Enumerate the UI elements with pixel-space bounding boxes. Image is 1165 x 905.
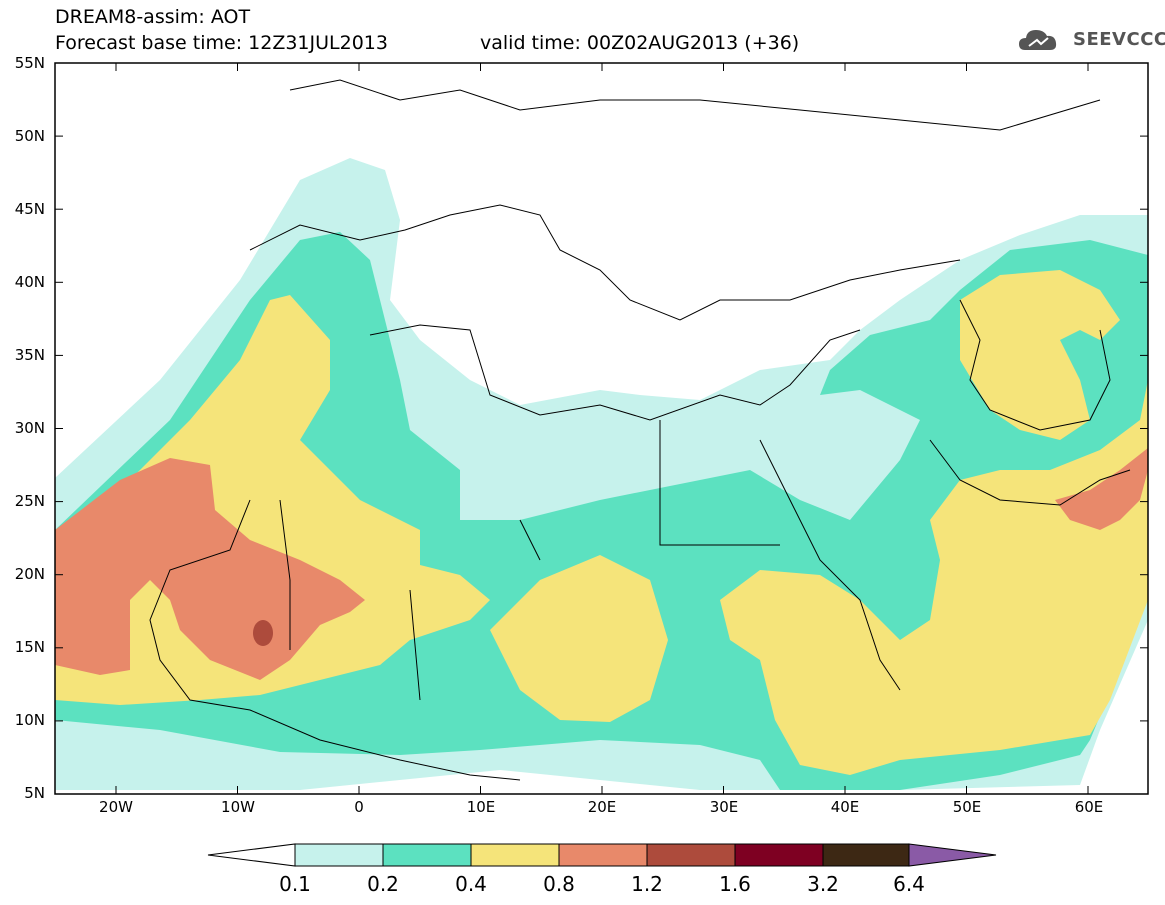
colorbar-swatch-3 (558, 843, 648, 867)
lon-label-10e: 10E (466, 798, 496, 816)
lat-label-30n: 30N (14, 419, 45, 437)
lon-label-40e: 40E (830, 798, 860, 816)
colorbar-label-0-2: 0.2 (367, 872, 399, 896)
colorbar (207, 843, 997, 867)
colorbar-label-6-4: 6.4 (893, 872, 925, 896)
cloud-icon (1019, 30, 1057, 50)
lon-ticks (115, 63, 1089, 794)
lat-label-50n: 50N (14, 127, 45, 145)
colorbar-swatch-5 (734, 843, 824, 867)
aot-band-1-2 (253, 620, 273, 646)
map-title: DREAM8-assim: AOT (55, 6, 251, 28)
lat-label-20n: 20N (14, 565, 45, 583)
colorbar-label-1-6: 1.6 (719, 872, 751, 896)
colorbar-swatch-4 (646, 843, 736, 867)
lon-label-10w: 10W (221, 798, 255, 816)
valid-time: valid time: 00Z02AUG2013 (+36) (480, 32, 800, 54)
aot-field (55, 63, 1148, 794)
colorbar-min-arrow (207, 843, 296, 867)
colorbar-label-0-4: 0.4 (455, 872, 487, 896)
lat-label-45n: 45N (14, 200, 45, 218)
lon-label-60e: 60E (1074, 798, 1104, 816)
colorbar-swatch-6 (822, 843, 910, 867)
lat-label-35n: 35N (14, 346, 45, 364)
lat-label-25n: 25N (14, 492, 45, 510)
forecast-base-time: Forecast base time: 12Z31JUL2013 (55, 32, 388, 54)
colorbar-label-3-2: 3.2 (807, 872, 839, 896)
lon-label-50e: 50E (952, 798, 982, 816)
colorbar-swatch-0 (294, 843, 384, 867)
lat-label-40n: 40N (14, 273, 45, 291)
colorbar-swatch-2 (470, 843, 560, 867)
lat-label-5n: 5N (24, 784, 45, 802)
aot-band-0-4 (55, 295, 490, 705)
colorbar-label-0-1: 0.1 (279, 872, 311, 896)
aot-band-0-4-caspian (960, 270, 1120, 440)
lat-label-55n: 55N (14, 54, 45, 72)
coastlines (149, 79, 1131, 781)
aot-band-0-8 (55, 458, 365, 680)
aot-band-0-4-east (720, 380, 1148, 775)
colorbar-max-arrow (908, 843, 997, 867)
aot-band-0-8-east (1055, 448, 1148, 530)
aot-band-0-4-central (490, 555, 668, 722)
logo-text: SEEVCCC (1073, 29, 1165, 50)
lon-label-20w: 20W (99, 798, 133, 816)
lon-label-30e: 30E (709, 798, 739, 816)
colorbar-label-0-8: 0.8 (543, 872, 575, 896)
lon-label-20e: 20E (587, 798, 617, 816)
lon-label-0: 0 (354, 798, 364, 816)
colorbar-swatch-1 (382, 843, 472, 867)
lat-label-15n: 15N (14, 638, 45, 656)
lat-label-10n: 10N (14, 711, 45, 729)
lat-ticks (55, 62, 1148, 795)
colorbar-label-1-2: 1.2 (631, 872, 663, 896)
